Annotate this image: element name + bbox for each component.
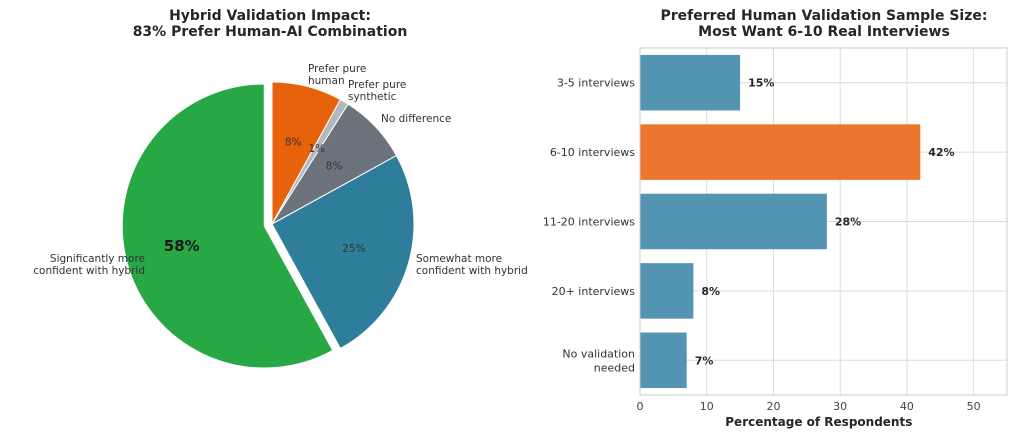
x-tick-label: 40	[900, 400, 914, 413]
pie-category-label: synthetic	[348, 91, 397, 103]
bar	[640, 193, 827, 250]
bar	[640, 54, 741, 111]
pie-chart: Hybrid Validation Impact: 83% Prefer Hum…	[33, 8, 528, 369]
y-category-label: 6-10 interviews	[550, 146, 635, 159]
pie-title-line-1: Hybrid Validation Impact:	[169, 8, 371, 24]
bar	[640, 124, 921, 180]
bar-title-line-1: Preferred Human Validation Sample Size:	[661, 8, 988, 24]
axes-frame	[639, 47, 1008, 396]
x-tick-label: 30	[833, 400, 847, 413]
bar-value-label: 28%	[835, 216, 861, 229]
pie-category-label: Prefer pure	[308, 63, 366, 75]
pie-slice	[271, 154, 415, 350]
y-category-label: 20+ interviews	[552, 285, 636, 298]
x-axis-label: Percentage of Respondents	[725, 415, 912, 429]
bar	[640, 332, 687, 389]
bar	[640, 263, 694, 319]
pie-pct-label: 58%	[164, 237, 200, 255]
bar-value-label: 8%	[701, 285, 720, 298]
bar-value-label: 7%	[695, 354, 714, 367]
y-category-label: 11-20 interviews	[543, 216, 635, 229]
y-category-label: No validation	[562, 347, 635, 360]
bar-value-label: 42%	[928, 146, 954, 159]
pie-slice	[121, 83, 334, 369]
pie-category-label: Significantly more	[50, 253, 145, 265]
x-tick-label: 20	[766, 400, 780, 413]
pie-pct-label: 8%	[326, 161, 343, 173]
bar-chart: Preferred Human Validation Sample Size: …	[543, 8, 1008, 429]
pie-pct-label: 25%	[342, 243, 365, 255]
pie-category-label: No difference	[381, 113, 451, 125]
pie-category-label: human	[308, 75, 345, 87]
pie-title-line-2: 83% Prefer Human-AI Combination	[133, 24, 408, 40]
bar-value-label: 15%	[748, 77, 774, 90]
bar-title-line-2: Most Want 6-10 Real Interviews	[698, 24, 950, 40]
pie-category-label: Prefer pure	[348, 79, 406, 91]
pie-pct-label: 8%	[285, 136, 302, 148]
x-tick-label: 10	[700, 400, 714, 413]
pie-category-label: confident with hybrid	[33, 265, 145, 277]
x-tick-label: 50	[967, 400, 981, 413]
y-category-label: needed	[594, 361, 635, 374]
pie-category-label: Somewhat more	[416, 253, 502, 265]
pie-pct-label: 1%	[308, 143, 325, 155]
pie-category-label: confident with hybrid	[416, 265, 528, 277]
y-category-label: 3-5 interviews	[557, 77, 635, 90]
x-tick-label: 0	[637, 400, 644, 413]
